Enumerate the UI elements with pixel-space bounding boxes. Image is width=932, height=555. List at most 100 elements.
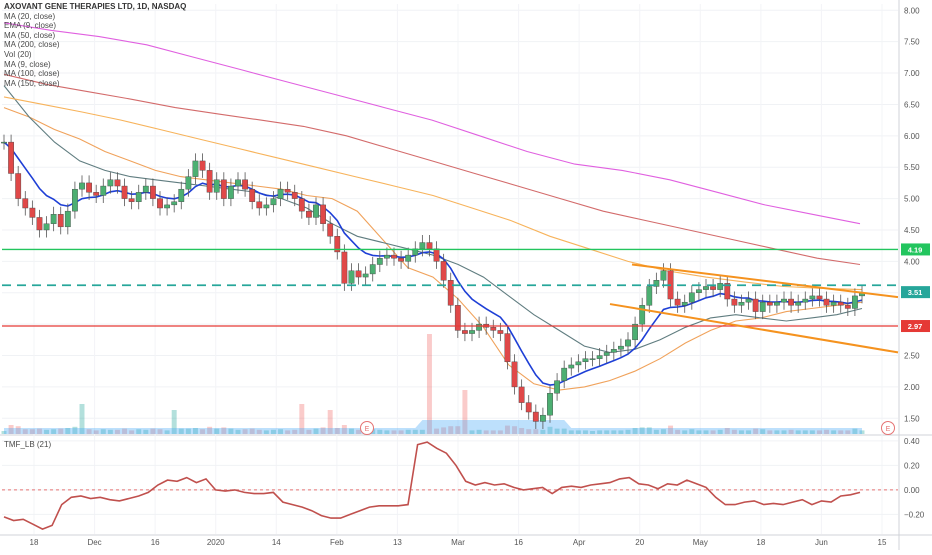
channel-line bbox=[609, 303, 899, 354]
candle bbox=[568, 364, 575, 369]
x-tick-label: Feb bbox=[330, 538, 344, 547]
volume-bar bbox=[689, 429, 695, 434]
x-tick-label: Mar bbox=[451, 538, 465, 547]
candle bbox=[703, 286, 709, 290]
candle bbox=[788, 298, 794, 306]
earnings-marker-label: E bbox=[365, 426, 370, 433]
candle bbox=[50, 214, 57, 224]
volume-bar bbox=[58, 428, 64, 434]
candle bbox=[603, 352, 610, 356]
volume-bar bbox=[384, 430, 390, 434]
legend-vol20[interactable]: Vol (20) bbox=[4, 49, 32, 59]
candle bbox=[86, 182, 92, 193]
volume-bar bbox=[334, 428, 340, 434]
volume-bar bbox=[278, 429, 284, 434]
osc-y-tick-label: −0.20 bbox=[904, 510, 925, 519]
volume-bar bbox=[327, 410, 333, 434]
candle bbox=[22, 198, 29, 209]
volume-bar bbox=[157, 429, 163, 434]
tmf-line bbox=[3, 441, 861, 530]
volume-bar bbox=[618, 430, 624, 434]
volume-bar bbox=[426, 334, 432, 434]
y-tick-label: 6.00 bbox=[904, 132, 920, 141]
candle bbox=[710, 286, 716, 290]
volume-bar bbox=[270, 429, 276, 434]
volume-bar bbox=[15, 426, 21, 434]
volume-bar bbox=[256, 429, 262, 434]
x-tick-label: 18 bbox=[30, 538, 39, 547]
volume-bar bbox=[441, 427, 447, 434]
candle bbox=[724, 283, 731, 300]
volume-bar bbox=[129, 430, 135, 434]
candle bbox=[57, 214, 64, 228]
volume-bar bbox=[51, 429, 57, 434]
x-tick-label: 18 bbox=[756, 538, 765, 547]
x-tick-label: 2020 bbox=[207, 538, 225, 547]
candle bbox=[178, 188, 185, 202]
candle bbox=[433, 248, 440, 262]
candle bbox=[72, 188, 78, 212]
volume-bar bbox=[632, 428, 638, 434]
volume-bar bbox=[242, 429, 248, 434]
volume-bar bbox=[8, 425, 14, 434]
oscillator-title[interactable]: TMF_LB (21) bbox=[4, 440, 52, 449]
candle bbox=[504, 333, 511, 363]
volume-bar bbox=[36, 428, 42, 434]
moving-average-line bbox=[3, 73, 861, 266]
legend-ma9[interactable]: MA (9, close) bbox=[4, 59, 51, 69]
candle bbox=[462, 330, 468, 334]
candle bbox=[15, 173, 22, 199]
candle bbox=[1, 141, 7, 144]
volume-bar bbox=[590, 431, 596, 434]
candle bbox=[291, 192, 298, 199]
candle bbox=[256, 201, 263, 209]
volume-bar bbox=[724, 428, 730, 434]
volume-bar bbox=[448, 426, 454, 434]
volume-bar bbox=[568, 430, 574, 434]
candle bbox=[540, 414, 546, 422]
legend-ma100[interactable]: MA (100, close) bbox=[4, 69, 60, 79]
volume-bar bbox=[597, 430, 603, 434]
volume-bar bbox=[767, 430, 773, 434]
candle bbox=[525, 402, 532, 413]
volume-bar bbox=[419, 429, 425, 434]
volume-bar bbox=[774, 430, 780, 434]
volume-bar bbox=[320, 427, 326, 434]
y-tick-label: 1.50 bbox=[904, 414, 920, 423]
legend-ma50[interactable]: MA (50, close) bbox=[4, 30, 56, 40]
candle bbox=[327, 223, 334, 237]
volume-bar bbox=[646, 427, 652, 434]
volume-bar bbox=[405, 429, 411, 434]
legend-ma200[interactable]: MA (200, close) bbox=[4, 40, 60, 50]
indicator-legend: AXOVANT GENE THERAPIES LTD, 1D, NASDAQ M… bbox=[4, 2, 186, 88]
legend-ma20[interactable]: MA (20, close) bbox=[4, 11, 56, 21]
volume-bar bbox=[391, 430, 397, 434]
candle bbox=[681, 301, 688, 306]
candle bbox=[852, 295, 858, 309]
candle bbox=[717, 283, 724, 290]
volume-bar bbox=[214, 428, 220, 434]
legend-ma150[interactable]: MA (150, close) bbox=[4, 78, 60, 88]
volume-bar bbox=[703, 430, 709, 434]
candle bbox=[391, 254, 397, 259]
volume-bar bbox=[93, 430, 99, 434]
volume-bar bbox=[313, 428, 319, 434]
y-tick-label: 7.00 bbox=[904, 69, 920, 78]
volume-bar bbox=[263, 430, 269, 434]
candle bbox=[774, 301, 780, 306]
candle bbox=[795, 301, 802, 306]
legend-ema9[interactable]: EMA (9, close) bbox=[4, 21, 57, 31]
volume-bar bbox=[838, 430, 844, 434]
volume-bar bbox=[200, 429, 206, 434]
candle bbox=[64, 210, 71, 228]
volume-bar bbox=[660, 429, 666, 434]
candle bbox=[610, 349, 617, 353]
candle bbox=[589, 358, 596, 360]
earnings-marker-label: E bbox=[886, 426, 891, 433]
candle bbox=[199, 160, 206, 171]
volume-bar bbox=[114, 429, 120, 434]
candle bbox=[206, 170, 213, 193]
volume-bar bbox=[696, 430, 702, 434]
candle bbox=[313, 204, 319, 218]
candle bbox=[135, 192, 142, 202]
